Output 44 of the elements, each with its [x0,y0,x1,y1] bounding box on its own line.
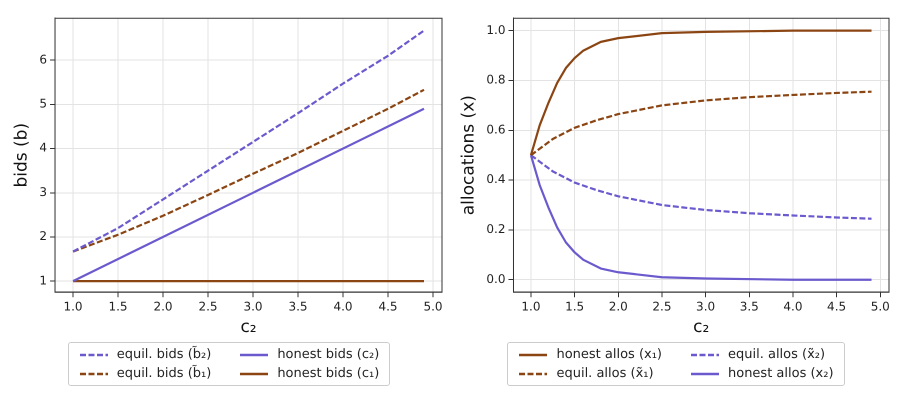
legend-label: honest allos (x₁) [556,347,662,362]
y-tick-label: 6 [39,52,48,66]
x-tick-label: 4.5 [827,300,846,314]
x-tick-label: 5.0 [870,300,890,314]
x-tick-label: 4.0 [783,300,802,314]
x-axis-title: c₂ [240,317,257,338]
x-tick-label: 1.0 [521,300,540,314]
legend-label: honest bids (c₁) [277,366,380,381]
x-tick-label: 3.5 [740,300,759,314]
legend-label: equil. bids (b̃₁) [116,366,212,381]
x-tick-label: 3.0 [243,300,263,314]
y-tick-label: 1.0 [486,22,506,37]
y-tick-label: 0.2 [486,222,506,236]
y-tick-label: 0.8 [486,72,506,87]
line-series [72,88,426,253]
legend-label: equil. bids (b̃₂) [116,347,212,362]
legend-label: honest bids (c₂) [277,347,380,362]
y-axis-title: bids (b) [12,122,32,188]
legend-label: equil. allos (x̃₁) [556,366,654,381]
line-series [72,29,426,253]
y-axis-title: allocations (x) [458,95,479,216]
x-tick-label: 1.0 [63,300,83,314]
x-tick-label: 1.5 [108,300,128,314]
x-tick-label: 4.5 [378,300,398,314]
x-tick-label: 1.5 [565,300,584,314]
y-tick-label: 0.0 [486,272,506,286]
legend-label: honest allos (x₂) [728,366,834,381]
y-tick-label: 0.4 [486,172,506,186]
x-tick-label: 2.5 [652,300,672,314]
x-tick-label: 4.0 [333,300,353,314]
x-tick-label: 2.0 [608,300,628,314]
x-tick-label: 2.5 [198,300,218,314]
x-tick-label: 2.0 [153,300,173,314]
x-axis-title: c₂ [693,317,710,338]
y-tick-label: 0.6 [486,122,506,136]
x-tick-label: 3.0 [696,300,716,314]
y-tick-label: 4 [39,140,48,155]
x-tick-label: 3.5 [288,300,308,314]
y-tick-label: 3 [39,184,48,199]
y-tick-label: 5 [39,96,48,110]
y-tick-label: 2 [39,229,48,244]
x-tick-label: 5.0 [423,300,443,314]
y-tick-label: 1 [39,273,48,288]
legend-label: equil. allos (x̃₂) [728,347,826,362]
